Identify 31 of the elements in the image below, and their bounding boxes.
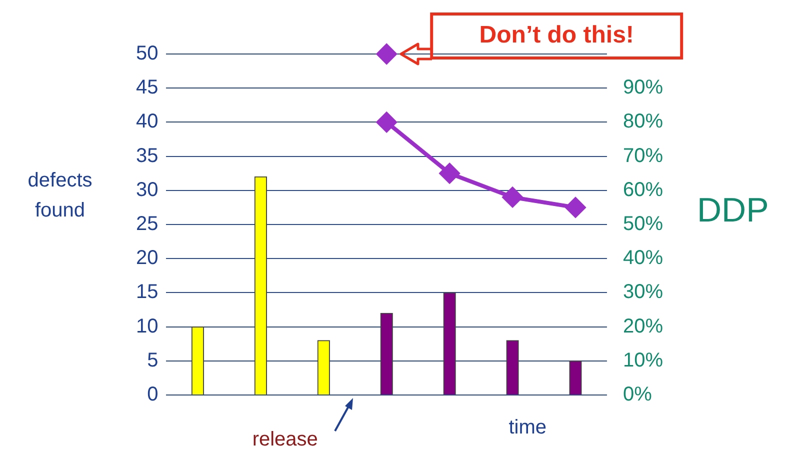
y2-tick-label: 70%	[622, 144, 664, 167]
y2-tick-label: 80%	[622, 110, 664, 133]
y2-tick-label: 0%	[622, 384, 652, 406]
y-tick-label: 50	[136, 42, 158, 65]
y-tick-label: 35	[136, 144, 158, 167]
point	[565, 197, 586, 218]
y2-tick-label: 20%	[622, 315, 664, 338]
y-tick-label: 25	[136, 213, 158, 236]
y-tick-label: 0	[147, 384, 158, 406]
point	[376, 44, 397, 64]
y2-tick-label: 40%	[622, 247, 664, 270]
y2-tick-label: 10%	[622, 349, 664, 372]
y-tick-label: 20	[136, 247, 158, 270]
text: release	[252, 428, 318, 451]
y-tick-label: 10	[136, 315, 158, 338]
y-tick-label: 40	[136, 110, 158, 133]
x-axis-title: time	[508, 416, 547, 439]
y2-tick-label: 30%	[622, 281, 664, 304]
y2-axis-title: DDP	[696, 191, 769, 230]
point	[502, 187, 523, 208]
y2-tick-label: 50%	[622, 213, 664, 236]
y-tick-label: 15	[136, 281, 158, 304]
y-tick-label: 5	[147, 349, 158, 372]
point	[440, 163, 460, 184]
y2-tick-label: 60%	[622, 178, 664, 201]
point	[376, 112, 397, 132]
y-axis-title: defects found	[28, 170, 92, 222]
text: Don’t do this!	[479, 22, 634, 49]
y-tick-label: 30	[136, 178, 158, 201]
y-tick-label: 45	[136, 76, 158, 99]
y2-tick-label: 90%	[622, 76, 664, 99]
